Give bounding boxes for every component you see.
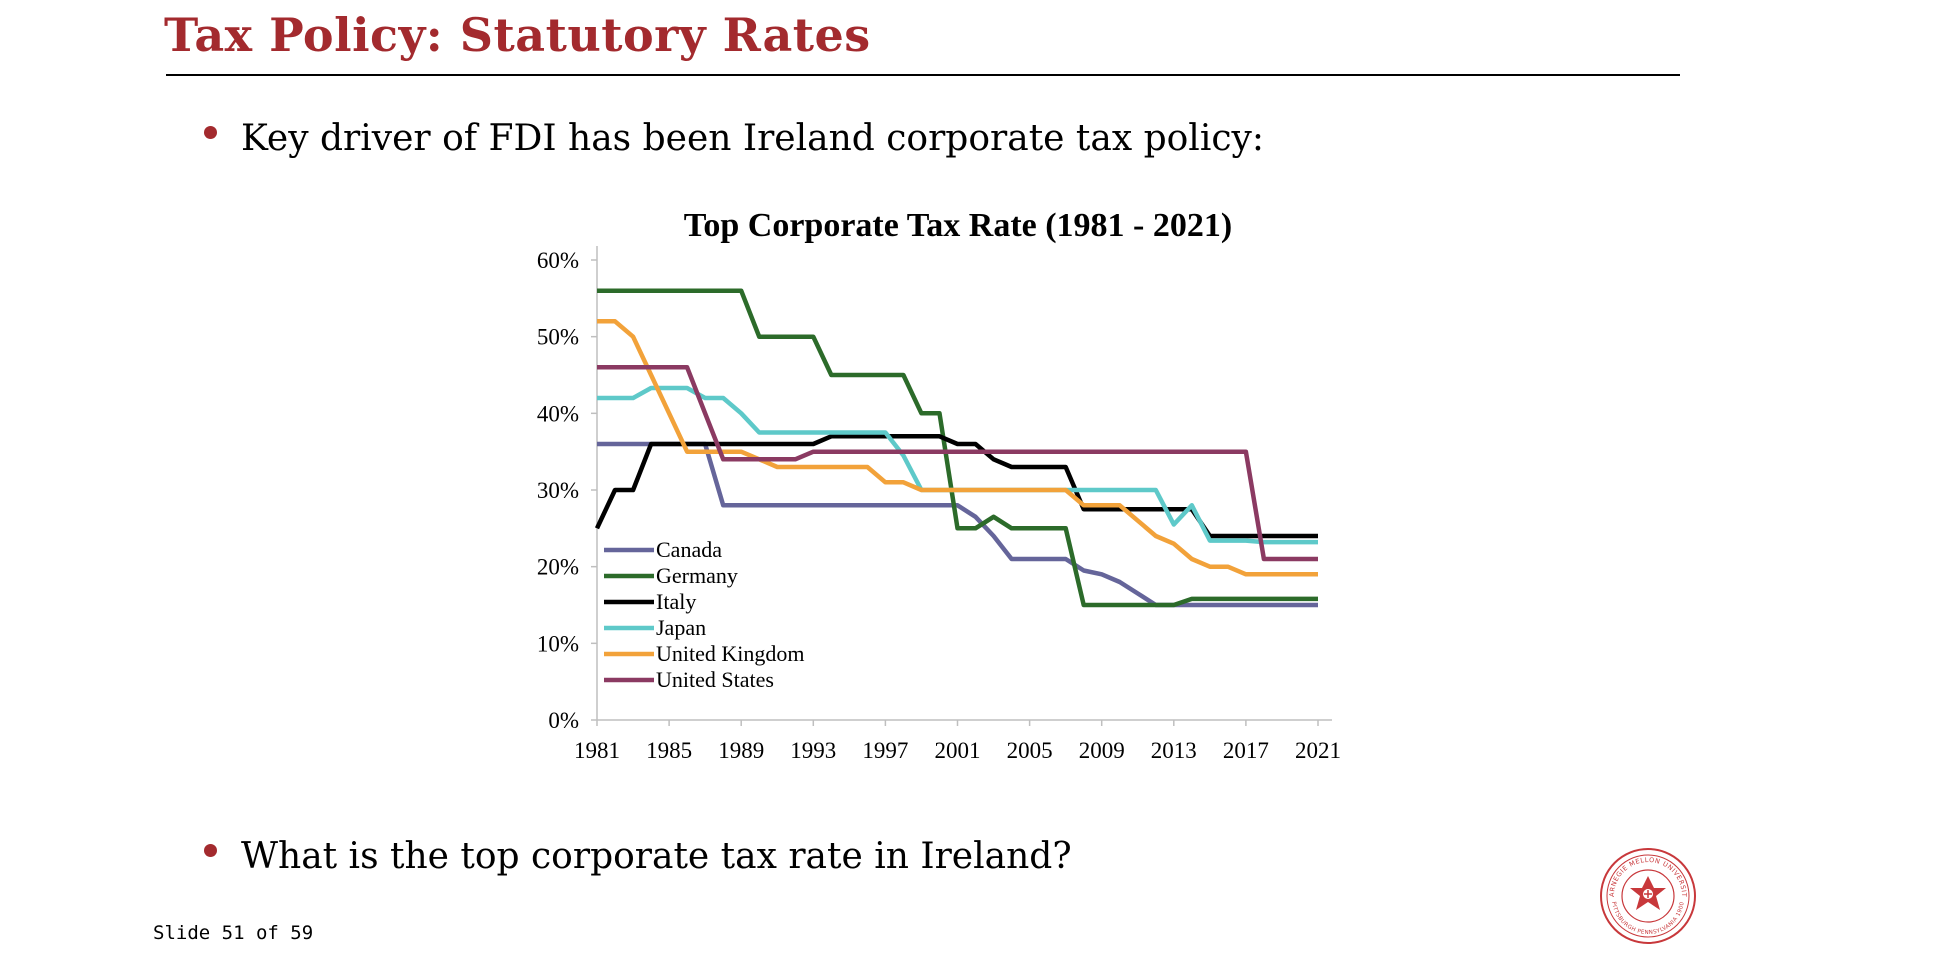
x-tick-label: 1997	[862, 738, 908, 763]
legend-label: Germany	[656, 563, 738, 588]
x-tick-label: 1981	[574, 738, 620, 763]
bullet-text: Key driver of FDI has been Ireland corpo…	[241, 118, 1264, 159]
x-tick-label: 2017	[1223, 738, 1269, 763]
x-tick-label: 1985	[646, 738, 692, 763]
slide-number: Slide 51 of 59	[153, 922, 314, 944]
slide-title: Tax Policy: Statutory Rates	[164, 8, 871, 62]
x-tick-label: 2001	[935, 738, 981, 763]
series-line-canada	[597, 441, 1318, 608]
legend-label: Japan	[656, 615, 706, 640]
x-tick-label: 2013	[1151, 738, 1197, 763]
x-tick-label: 2005	[1007, 738, 1053, 763]
series-line-united-states	[597, 365, 1318, 562]
x-tick-label: 2021	[1295, 738, 1341, 763]
series-line-germany	[597, 288, 1318, 608]
bullet-item: Key driver of FDI has been Ireland corpo…	[204, 118, 1264, 159]
bullet-dot-icon	[204, 126, 217, 139]
chart-series-lines	[594, 288, 1318, 608]
y-tick-label: 10%	[537, 631, 579, 656]
bullet-dot-icon	[204, 844, 217, 857]
x-tick-label: 2009	[1079, 738, 1125, 763]
y-tick-label: 60%	[537, 248, 579, 273]
legend-label: United States	[656, 667, 774, 692]
y-tick-label: 50%	[537, 325, 579, 350]
svg-text:PITTSBURGH PENNSYLVANIA 1900: PITTSBURGH PENNSYLVANIA 1900	[1610, 901, 1686, 936]
legend-label: United Kingdom	[656, 641, 805, 666]
legend-label: Canada	[656, 537, 722, 562]
bullet-item: What is the top corporate tax rate in Ir…	[204, 836, 1072, 877]
university-seal-logo: CARNEGIE MELLON UNIVERSITY PITTSBURGH PE…	[1598, 846, 1696, 944]
series-line-united-kingdom	[597, 319, 1318, 577]
y-tick-label: 20%	[537, 555, 579, 580]
title-divider	[166, 74, 1680, 76]
legend-label: Italy	[656, 589, 696, 614]
y-tick-label: 30%	[537, 478, 579, 503]
tax-rate-line-chart: Top Corporate Tax Rate (1981 - 2021) 0% 1…	[537, 207, 1341, 763]
y-tick-label: 40%	[537, 401, 579, 426]
chart-axes: 0% 10% 20% 30% 40% 50% 60% 1981 1985 1989 1993 1997…	[537, 246, 1341, 763]
chart-title: Top Corporate Tax Rate (1981 - 2021)	[684, 207, 1232, 244]
y-tick-label: 0%	[548, 708, 579, 733]
bullet-text: What is the top corporate tax rate in Ir…	[241, 836, 1072, 877]
x-tick-label: 1989	[718, 738, 764, 763]
x-tick-label: 1993	[790, 738, 836, 763]
